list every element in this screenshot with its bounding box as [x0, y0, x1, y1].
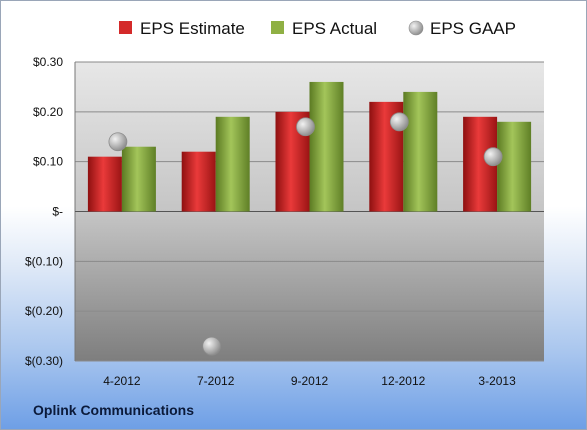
eps-actual-bar — [403, 91, 438, 212]
x-tick-label: 4-2012 — [103, 374, 141, 388]
y-tick-label: $(0.10) — [25, 254, 63, 268]
eps-gaap-marker — [108, 132, 128, 152]
y-tick-label: $(0.20) — [25, 304, 63, 318]
eps-estimate-bar — [181, 151, 216, 212]
eps-gaap-marker — [483, 147, 503, 167]
eps-actual-bar — [215, 116, 250, 212]
eps-estimate-bar — [87, 156, 122, 212]
x-tick-label: 12-2012 — [381, 374, 425, 388]
y-tick-label: $- — [52, 205, 63, 219]
eps-actual-bar — [309, 81, 344, 212]
y-tick-label: $0.20 — [33, 105, 63, 119]
x-tick-label: 3-2013 — [478, 374, 516, 388]
company-name: Oplink Communications — [33, 402, 195, 418]
eps-actual-bar — [121, 146, 156, 212]
legend-actual-swatch — [271, 21, 284, 34]
legend-label: EPS Estimate — [140, 19, 245, 38]
x-tick-label: 7-2012 — [197, 374, 235, 388]
y-tick-label: $0.30 — [33, 55, 63, 69]
legend-estimate-swatch — [119, 21, 132, 34]
y-tick-label: $(0.30) — [25, 354, 63, 368]
eps-gaap-marker — [296, 117, 315, 137]
eps-gaap-marker — [389, 112, 409, 132]
legend-gaap-swatch — [408, 20, 424, 36]
y-tick-label: $0.10 — [33, 155, 63, 169]
eps-gaap-marker — [202, 336, 222, 356]
x-tick-label: 9-2012 — [291, 374, 329, 388]
legend-label: EPS Actual — [292, 19, 377, 38]
legend-label: EPS GAAP — [430, 19, 516, 38]
eps-actual-bar — [497, 121, 532, 212]
